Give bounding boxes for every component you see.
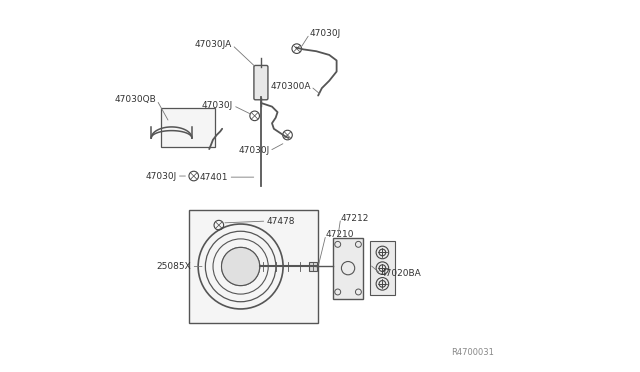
Bar (333, 238, 363, 299)
Text: 47401: 47401 (200, 173, 228, 182)
Text: 47478: 47478 (266, 217, 295, 225)
Text: R4700031: R4700031 (451, 347, 493, 357)
Text: 47030JA: 47030JA (195, 41, 232, 49)
Text: 47210: 47210 (326, 230, 355, 239)
Text: 470300A: 470300A (270, 82, 311, 91)
Text: 47030J: 47030J (145, 171, 177, 180)
Bar (189, 210, 318, 323)
Text: 47030QB: 47030QB (115, 96, 157, 105)
Text: 47030J: 47030J (238, 147, 269, 155)
Text: 47030J: 47030J (310, 29, 341, 38)
Text: 47212: 47212 (340, 214, 369, 222)
Text: 25085X: 25085X (157, 262, 191, 271)
Bar (309, 262, 317, 270)
Bar (370, 241, 395, 295)
Text: 47020BA: 47020BA (381, 269, 422, 278)
Bar (161, 109, 215, 147)
FancyBboxPatch shape (254, 65, 268, 100)
Circle shape (221, 247, 260, 286)
Text: 47030J: 47030J (202, 101, 233, 110)
